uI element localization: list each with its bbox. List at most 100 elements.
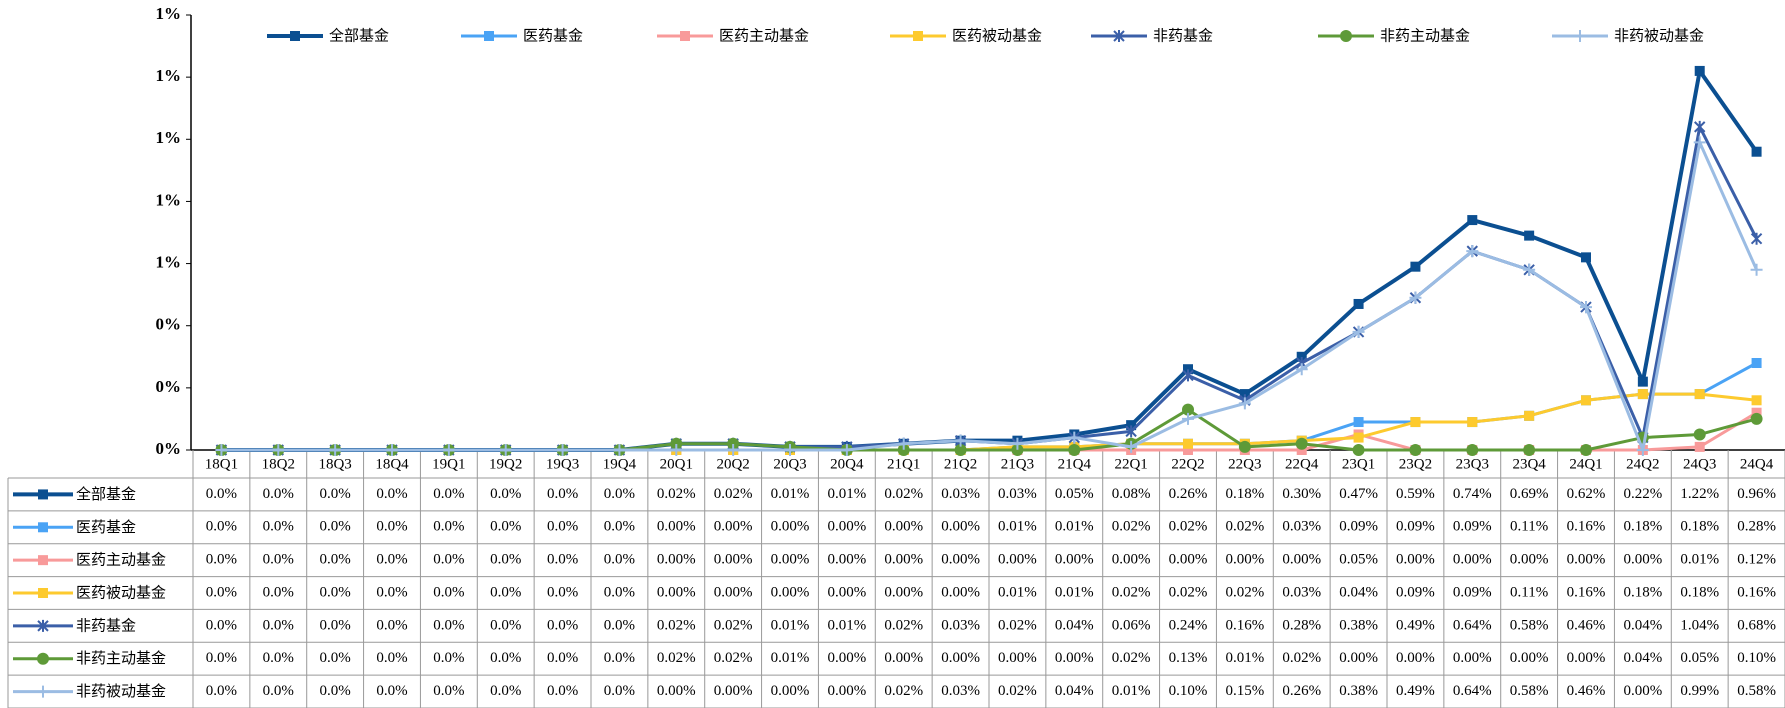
table-cell: 0.00%: [1453, 650, 1492, 666]
marker: [840, 444, 853, 456]
legend-label: 医药主动基金: [719, 27, 809, 45]
marker: [499, 444, 512, 456]
marker: [1750, 232, 1763, 245]
table-cell: 0.0%: [433, 650, 464, 666]
table-cell: 0.05%: [1339, 552, 1378, 568]
table-cell: 0.0%: [263, 486, 294, 502]
table-cell: 0.03%: [1282, 584, 1321, 600]
marker: [1238, 397, 1251, 410]
legend-label: 非药主动基金: [1380, 27, 1470, 45]
table-cell: 0.05%: [1680, 650, 1719, 666]
row-label: 医药基金: [76, 518, 136, 536]
table-cell: 0.01%: [1225, 650, 1264, 666]
table-cell: 0.16%: [1225, 617, 1264, 633]
marker: [1467, 215, 1478, 226]
table-cell: 0.0%: [604, 683, 635, 699]
table-cell: 0.0%: [490, 683, 521, 699]
table-cell: 0.03%: [941, 486, 980, 502]
table-cell: 0.0%: [263, 683, 294, 699]
table-cell: 0.0%: [263, 552, 294, 568]
marker: [1524, 410, 1535, 421]
marker: [386, 444, 398, 456]
table-cell: 0.0%: [604, 650, 635, 666]
marker: [1409, 291, 1422, 304]
marker: [1580, 301, 1592, 314]
table-cell: 0.0%: [490, 650, 521, 666]
table-cell: 0.01%: [1680, 552, 1719, 568]
y-tick-label: 1%: [156, 66, 182, 85]
table-cell: 1.04%: [1680, 617, 1719, 633]
table-cell: 0.0%: [604, 486, 635, 502]
table-cell: 0.02%: [657, 650, 696, 666]
table-cell: 0.00%: [827, 683, 866, 699]
marker: [1751, 407, 1762, 418]
table-cell: 0.38%: [1339, 683, 1378, 699]
table-cell: 0.00%: [1567, 552, 1606, 568]
table-cell: 0.0%: [263, 519, 294, 535]
marker: [954, 434, 967, 447]
table-cell: 0.0%: [320, 552, 351, 568]
table-cell: 0.04%: [1623, 650, 1662, 666]
table-cell: 0.00%: [771, 683, 810, 699]
marker: [1183, 438, 1193, 449]
marker: [484, 31, 494, 41]
x-tick-label: 20Q2: [716, 456, 749, 472]
table-cell: 0.58%: [1737, 683, 1776, 699]
table-cell: 0.0%: [206, 650, 237, 666]
table-cell: 0.00%: [1055, 552, 1094, 568]
table-cell: 0.01%: [1112, 683, 1151, 699]
table-cell: 0.02%: [714, 486, 753, 502]
marker: [38, 588, 48, 598]
marker: [1353, 417, 1364, 428]
table-cell: 0.00%: [1623, 552, 1662, 568]
table-cell: 0.10%: [1169, 683, 1208, 699]
marker: [1410, 417, 1421, 428]
table-cell: 0.00%: [827, 552, 866, 568]
table-cell: 0.11%: [1510, 584, 1548, 600]
y-tick-label: 0%: [156, 439, 182, 458]
table-cell: 0.0%: [547, 552, 578, 568]
row-label: 医药被动基金: [76, 584, 166, 602]
table-cell: 0.0%: [604, 552, 635, 568]
marker: [1523, 263, 1536, 276]
marker: [670, 444, 683, 456]
marker: [1182, 403, 1194, 416]
x-tick-label: 20Q3: [773, 456, 806, 472]
marker: [1636, 444, 1649, 456]
table-cell: 0.00%: [1453, 552, 1492, 568]
table-cell: 0.01%: [998, 584, 1037, 600]
table-cell: 0.0%: [490, 617, 521, 633]
marker: [37, 652, 49, 665]
table-cell: 0.47%: [1339, 486, 1378, 502]
x-tick-label: 19Q2: [489, 456, 522, 472]
x-tick-label: 23Q3: [1456, 456, 1489, 472]
table-cell: 0.01%: [771, 650, 810, 666]
table-cell: 0.00%: [1055, 650, 1094, 666]
table-cell: 0.00%: [714, 584, 753, 600]
marker: [1750, 412, 1763, 425]
table-cell: 0.0%: [376, 683, 407, 699]
marker: [1580, 444, 1592, 456]
table-cell: 0.02%: [1112, 650, 1151, 666]
table-cell: 0.0%: [490, 486, 521, 502]
x-tick-label: 21Q3: [1001, 456, 1034, 472]
table-cell: 0.0%: [320, 584, 351, 600]
table-cell: 0.16%: [1567, 519, 1606, 535]
marker: [1353, 432, 1364, 443]
x-tick-label: 22Q2: [1171, 456, 1204, 472]
table-cell: 0.49%: [1396, 617, 1435, 633]
table-cell: 0.01%: [998, 519, 1037, 535]
marker: [1693, 136, 1706, 149]
marker: [1694, 389, 1705, 400]
marker: [556, 444, 569, 456]
x-tick-label: 18Q3: [318, 456, 351, 472]
table-cell: 0.00%: [771, 584, 810, 600]
table-cell: 1.22%: [1680, 486, 1719, 502]
series-line: [221, 140, 1758, 452]
marker: [1467, 417, 1478, 428]
marker: [897, 444, 910, 456]
marker: [727, 444, 740, 456]
table-cell: 0.00%: [827, 519, 866, 535]
table-cell: 0.04%: [1055, 617, 1094, 633]
